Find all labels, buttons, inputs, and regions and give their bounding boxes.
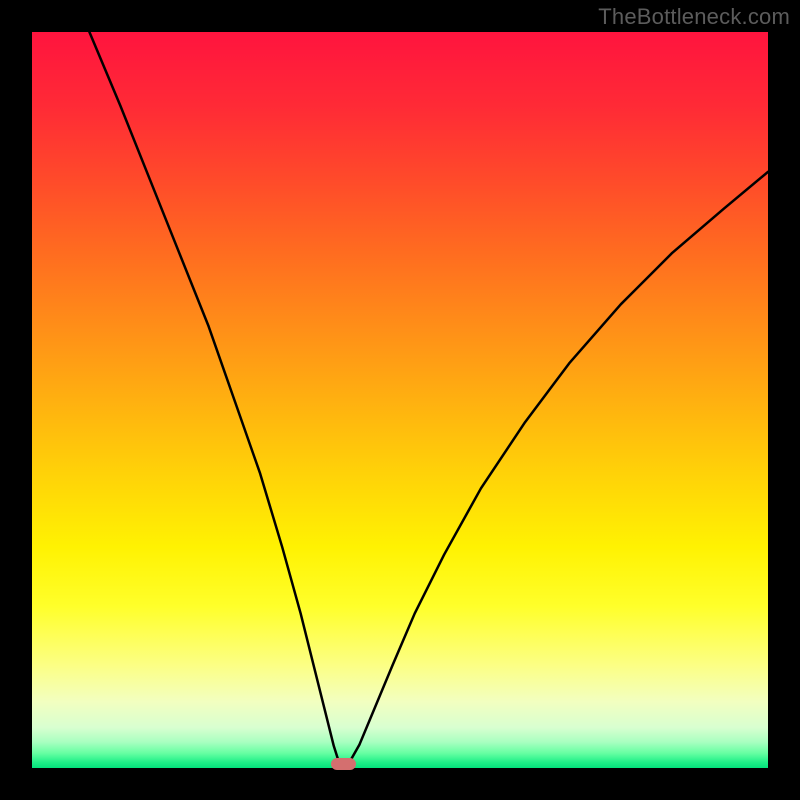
chart-container: TheBottleneck.com xyxy=(0,0,800,800)
plot-area xyxy=(32,32,768,768)
chart-svg xyxy=(32,32,768,768)
watermark-text: TheBottleneck.com xyxy=(598,4,790,30)
minimum-marker xyxy=(331,758,356,770)
chart-background xyxy=(32,32,768,768)
